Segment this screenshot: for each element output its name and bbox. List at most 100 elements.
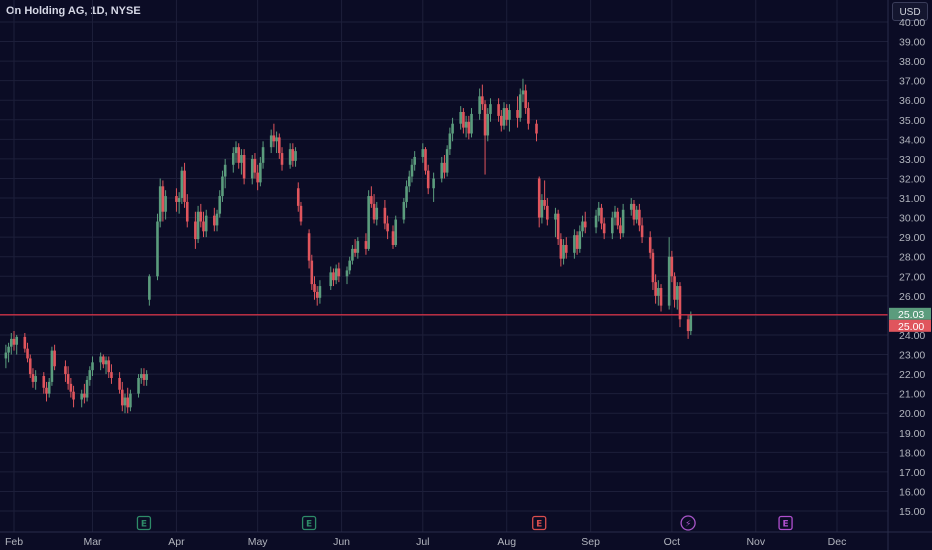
candle-body — [91, 362, 94, 371]
time-tick-label: Jul — [416, 536, 429, 548]
candle — [221, 170, 224, 202]
price-tick-label: 37.00 — [899, 76, 925, 88]
price-tick-label: 31.00 — [899, 193, 925, 205]
price-tick-label: 34.00 — [899, 134, 925, 146]
candle-body — [370, 196, 373, 204]
time-tick-label: Sep — [581, 536, 600, 548]
candle — [583, 211, 587, 234]
candle — [467, 115, 471, 140]
candle — [351, 244, 354, 265]
candle-body — [256, 172, 259, 183]
candle-body — [275, 137, 278, 142]
candle-body — [83, 393, 86, 398]
candle-body — [177, 198, 181, 202]
candle — [91, 356, 94, 377]
candle — [375, 201, 379, 226]
candle-body — [104, 360, 108, 365]
candle — [23, 333, 27, 353]
candle — [486, 108, 490, 142]
candle-body — [161, 186, 165, 212]
candle — [334, 264, 338, 285]
candle — [648, 231, 652, 259]
candle-body — [253, 158, 257, 173]
candle — [673, 272, 676, 308]
candle — [213, 207, 216, 232]
candle — [223, 158, 227, 189]
candle — [370, 186, 373, 208]
candle — [610, 211, 614, 240]
candle — [421, 143, 425, 163]
price-tick-label: 26.00 — [899, 291, 925, 303]
candle — [199, 203, 203, 228]
candle-body — [351, 248, 354, 261]
price-tick-label: 30.00 — [899, 213, 925, 225]
candle-body — [183, 170, 186, 202]
candle — [640, 217, 644, 244]
earnings-icon — [778, 515, 793, 531]
candle-body — [329, 272, 333, 287]
time-axis[interactable]: Feb Mar Apr May Jun Jul Aug Sep Oct Nov Dec — [0, 531, 932, 548]
candle-body — [42, 376, 46, 388]
candle-body — [619, 225, 622, 234]
candle-body — [516, 110, 519, 118]
candle-body — [445, 149, 449, 173]
candle-body — [638, 209, 641, 226]
candle-body — [66, 374, 70, 384]
event-marker-earnings-recent[interactable]: E — [532, 515, 547, 531]
candle — [242, 149, 246, 185]
candle-body — [240, 155, 243, 163]
candle — [575, 231, 579, 255]
event-marker-dividend[interactable]: ⚡ — [680, 515, 696, 531]
candle — [578, 225, 582, 253]
candle — [126, 387, 130, 414]
candle — [527, 102, 530, 130]
candle — [72, 385, 75, 408]
candle — [443, 155, 446, 179]
candle — [45, 381, 48, 402]
candle-body — [386, 223, 389, 232]
candle-body — [85, 379, 89, 398]
candle-body — [689, 314, 693, 332]
candle — [424, 147, 427, 175]
candle — [613, 205, 617, 226]
candle-series — [4, 78, 693, 414]
candle — [407, 170, 411, 193]
candle-body — [12, 338, 16, 345]
candle-body — [185, 201, 189, 222]
currency-button[interactable]: USD — [892, 2, 928, 21]
candle — [315, 286, 319, 306]
candle-body — [261, 147, 265, 163]
grid-lines — [0, 0, 888, 532]
candle — [518, 88, 522, 122]
candle — [364, 233, 368, 255]
candle — [231, 147, 235, 173]
candle-body — [348, 260, 351, 271]
candle-body — [629, 203, 633, 210]
candle — [85, 376, 89, 402]
candle — [602, 217, 606, 240]
candle-body — [118, 377, 121, 390]
candle — [218, 190, 222, 218]
candle-body — [667, 256, 671, 306]
candle — [451, 117, 454, 142]
candle-body — [291, 149, 295, 161]
candle — [66, 366, 70, 390]
candle-body — [34, 376, 37, 382]
candle — [107, 356, 111, 378]
candle-body — [554, 213, 557, 220]
candle — [489, 98, 492, 122]
price-tick-label: 24.00 — [899, 330, 925, 342]
event-marker-earnings-past[interactable]: E — [136, 515, 152, 531]
event-marker-earnings-past[interactable]: E — [301, 515, 317, 531]
candle-body — [421, 149, 425, 157]
candle — [50, 346, 54, 386]
event-marker-earnings-upcoming[interactable]: E — [778, 515, 793, 531]
candle-body — [45, 387, 48, 394]
price-axis[interactable]: 15.00 16.00 17.00 18.00 19.00 20.00 21.00 22.00… — [887, 0, 931, 550]
time-tick-label: Aug — [497, 536, 516, 548]
candle-body — [410, 164, 414, 177]
candle-body — [657, 288, 660, 296]
candle — [670, 250, 674, 283]
candle-body — [673, 276, 676, 300]
